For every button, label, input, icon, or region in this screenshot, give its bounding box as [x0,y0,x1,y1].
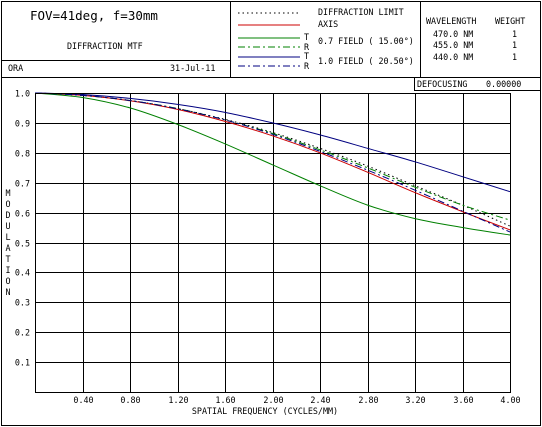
wavelength-3: 440.0 NM [433,52,473,62]
legend-label-axis: AXIS [318,19,338,29]
defocusing-box [414,77,541,91]
report-date: 31-Jul-11 [170,63,215,73]
y-tick-label: 0.1 [15,358,30,368]
x-tick-label: 4.00 [500,395,520,405]
y-axis-label-char: O [5,199,10,209]
x-tick-label: 0.80 [120,395,140,405]
x-tick-label: 2.80 [358,395,378,405]
y-tick-label: 0.6 [15,209,30,219]
legend: DIFFRACTION LIMIT AXIS T R 0.7 FIELD ( 1… [238,7,414,71]
series-line-4 [34,92,511,193]
weight-3: 1 [512,52,517,62]
y-tick-label: 0.7 [15,179,30,189]
y-axis-label-char: N [5,287,10,297]
y-axis-label-char: T [5,254,10,264]
y-axis-label-char: U [5,221,10,231]
y-axis-label-char: M [5,188,10,198]
y-tick-label: 0.8 [15,149,30,159]
legend-label-field-07: 0.7 FIELD ( 15.00°) [318,36,414,46]
x-tick-label: 1.60 [215,395,235,405]
defocusing-label: DEFOCUSING [417,79,467,89]
series-line-2 [34,92,511,236]
weight-2: 1 [512,40,517,50]
legend-r-mark-07: R [304,42,310,52]
y-tick-label: 0.4 [15,268,30,278]
wavelength-header: WAVELENGTH [426,16,476,26]
x-tick-label: 1.20 [168,395,188,405]
y-tick-label: 0.9 [15,119,30,129]
chart-subtitle: DIFFRACTION MTF [67,41,143,51]
weight-header: WEIGHT [495,16,525,26]
legend-r-mark-10: R [304,61,310,71]
plot-border [35,93,511,393]
y-axis-label-char: L [5,232,10,242]
y-tick-label: 0.5 [15,239,30,249]
x-tick-label: 2.00 [263,395,283,405]
weight-1: 1 [512,29,517,39]
y-axis-label-char: A [5,243,10,253]
program-name: ORA [8,63,23,73]
chart-title: FOV=41deg, f=30mm [30,8,158,23]
wavelength-1: 470.0 NM [433,29,473,39]
y-tick-label: 1.0 [15,89,30,99]
wavelength-table: WAVELENGTH WEIGHT 470.0 NM 1 455.0 NM 1 … [426,16,525,62]
legend-label-field-10: 1.0 FIELD ( 20.50°) [318,56,414,66]
y-axis-label-char: O [5,276,10,286]
legend-t-mark-07: T [304,32,309,42]
defocusing-value: 0.00000 [486,79,521,89]
x-tick-label: 0.40 [73,395,93,405]
wavelength-2: 455.0 NM [433,40,473,50]
y-tick-label: 0.2 [15,328,30,338]
tick-labels: 0.40 0.80 1.20 1.60 2.00 2.40 2.80 3.20 3.60 4.00… [15,89,521,406]
y-tick-label: 0.3 [15,298,30,308]
plot-series [34,92,511,236]
plot-grid [35,93,511,392]
series-line-5 [34,92,511,233]
x-tick-label: 2.40 [310,395,330,405]
y-axis-label-char: D [5,210,10,220]
legend-label-diffraction-limit: DIFFRACTION LIMIT [318,7,404,17]
y-axis-label-char: I [5,265,10,275]
x-axis-label: SPATIAL FREQUENCY (CYCLES/MM) [192,406,338,416]
x-tick-label: 3.20 [405,395,425,405]
x-tick-label: 3.60 [453,395,473,405]
legend-t-mark-10: T [304,51,309,61]
